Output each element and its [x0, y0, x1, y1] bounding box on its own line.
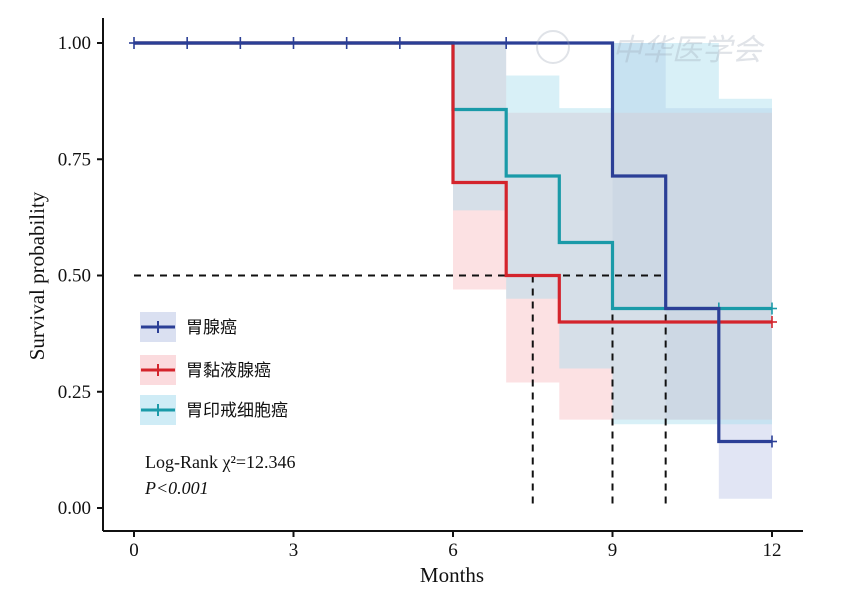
y-tick-label: 0.50 — [58, 266, 91, 287]
watermark-text: 中华医学会 — [612, 33, 765, 68]
x-tick-label: 12 — [763, 540, 782, 561]
legend-label: 胃黏液腺癌 — [186, 361, 271, 381]
censor-mark — [182, 37, 193, 49]
y-tick-label: 1.00 — [58, 33, 91, 54]
censor-mark — [129, 37, 139, 49]
survival-curve-1 — [134, 41, 772, 444]
axes: 0.00 0.25 0.50 0.75 1.00 0 3 6 9 12 — [58, 18, 803, 561]
y-tick-label: 0.25 — [58, 382, 91, 403]
censor-mark — [501, 37, 512, 49]
censor-mark — [767, 435, 777, 448]
legend-item-3: 胃印戒细胞癌 — [140, 395, 288, 425]
p-value-label: P<0.001 — [144, 478, 209, 498]
censor-mark — [288, 37, 299, 49]
y-tick-label: 0.00 — [58, 498, 91, 519]
survival-curve-2 — [134, 41, 772, 324]
x-tick-label: 6 — [448, 540, 458, 561]
x-axis-title: Months — [420, 563, 484, 587]
censor-mark — [767, 316, 777, 328]
legend-item-1: 胃腺癌 — [140, 312, 237, 342]
survival-curves — [129, 37, 777, 448]
x-tick-label: 9 — [608, 540, 618, 561]
median-reference-lines — [134, 274, 667, 508]
censor-mark — [341, 37, 352, 49]
y-tick-label: 0.75 — [58, 149, 91, 170]
legend-label: 胃印戒细胞癌 — [186, 401, 288, 421]
y-axis-title: Survival probability — [25, 191, 49, 360]
legend-label: 胃腺癌 — [186, 318, 237, 338]
censor-mark — [394, 37, 405, 49]
x-tick-label: 3 — [289, 540, 299, 561]
censor-mark — [767, 302, 777, 315]
x-tick-label: 0 — [129, 540, 139, 561]
censor-mark — [235, 37, 246, 49]
watermark: 中华医学会 — [536, 30, 765, 68]
stat-test-label: Log-Rank χ²=12.346 — [145, 452, 296, 472]
legend-item-2: 胃黏液腺癌 — [140, 355, 271, 385]
